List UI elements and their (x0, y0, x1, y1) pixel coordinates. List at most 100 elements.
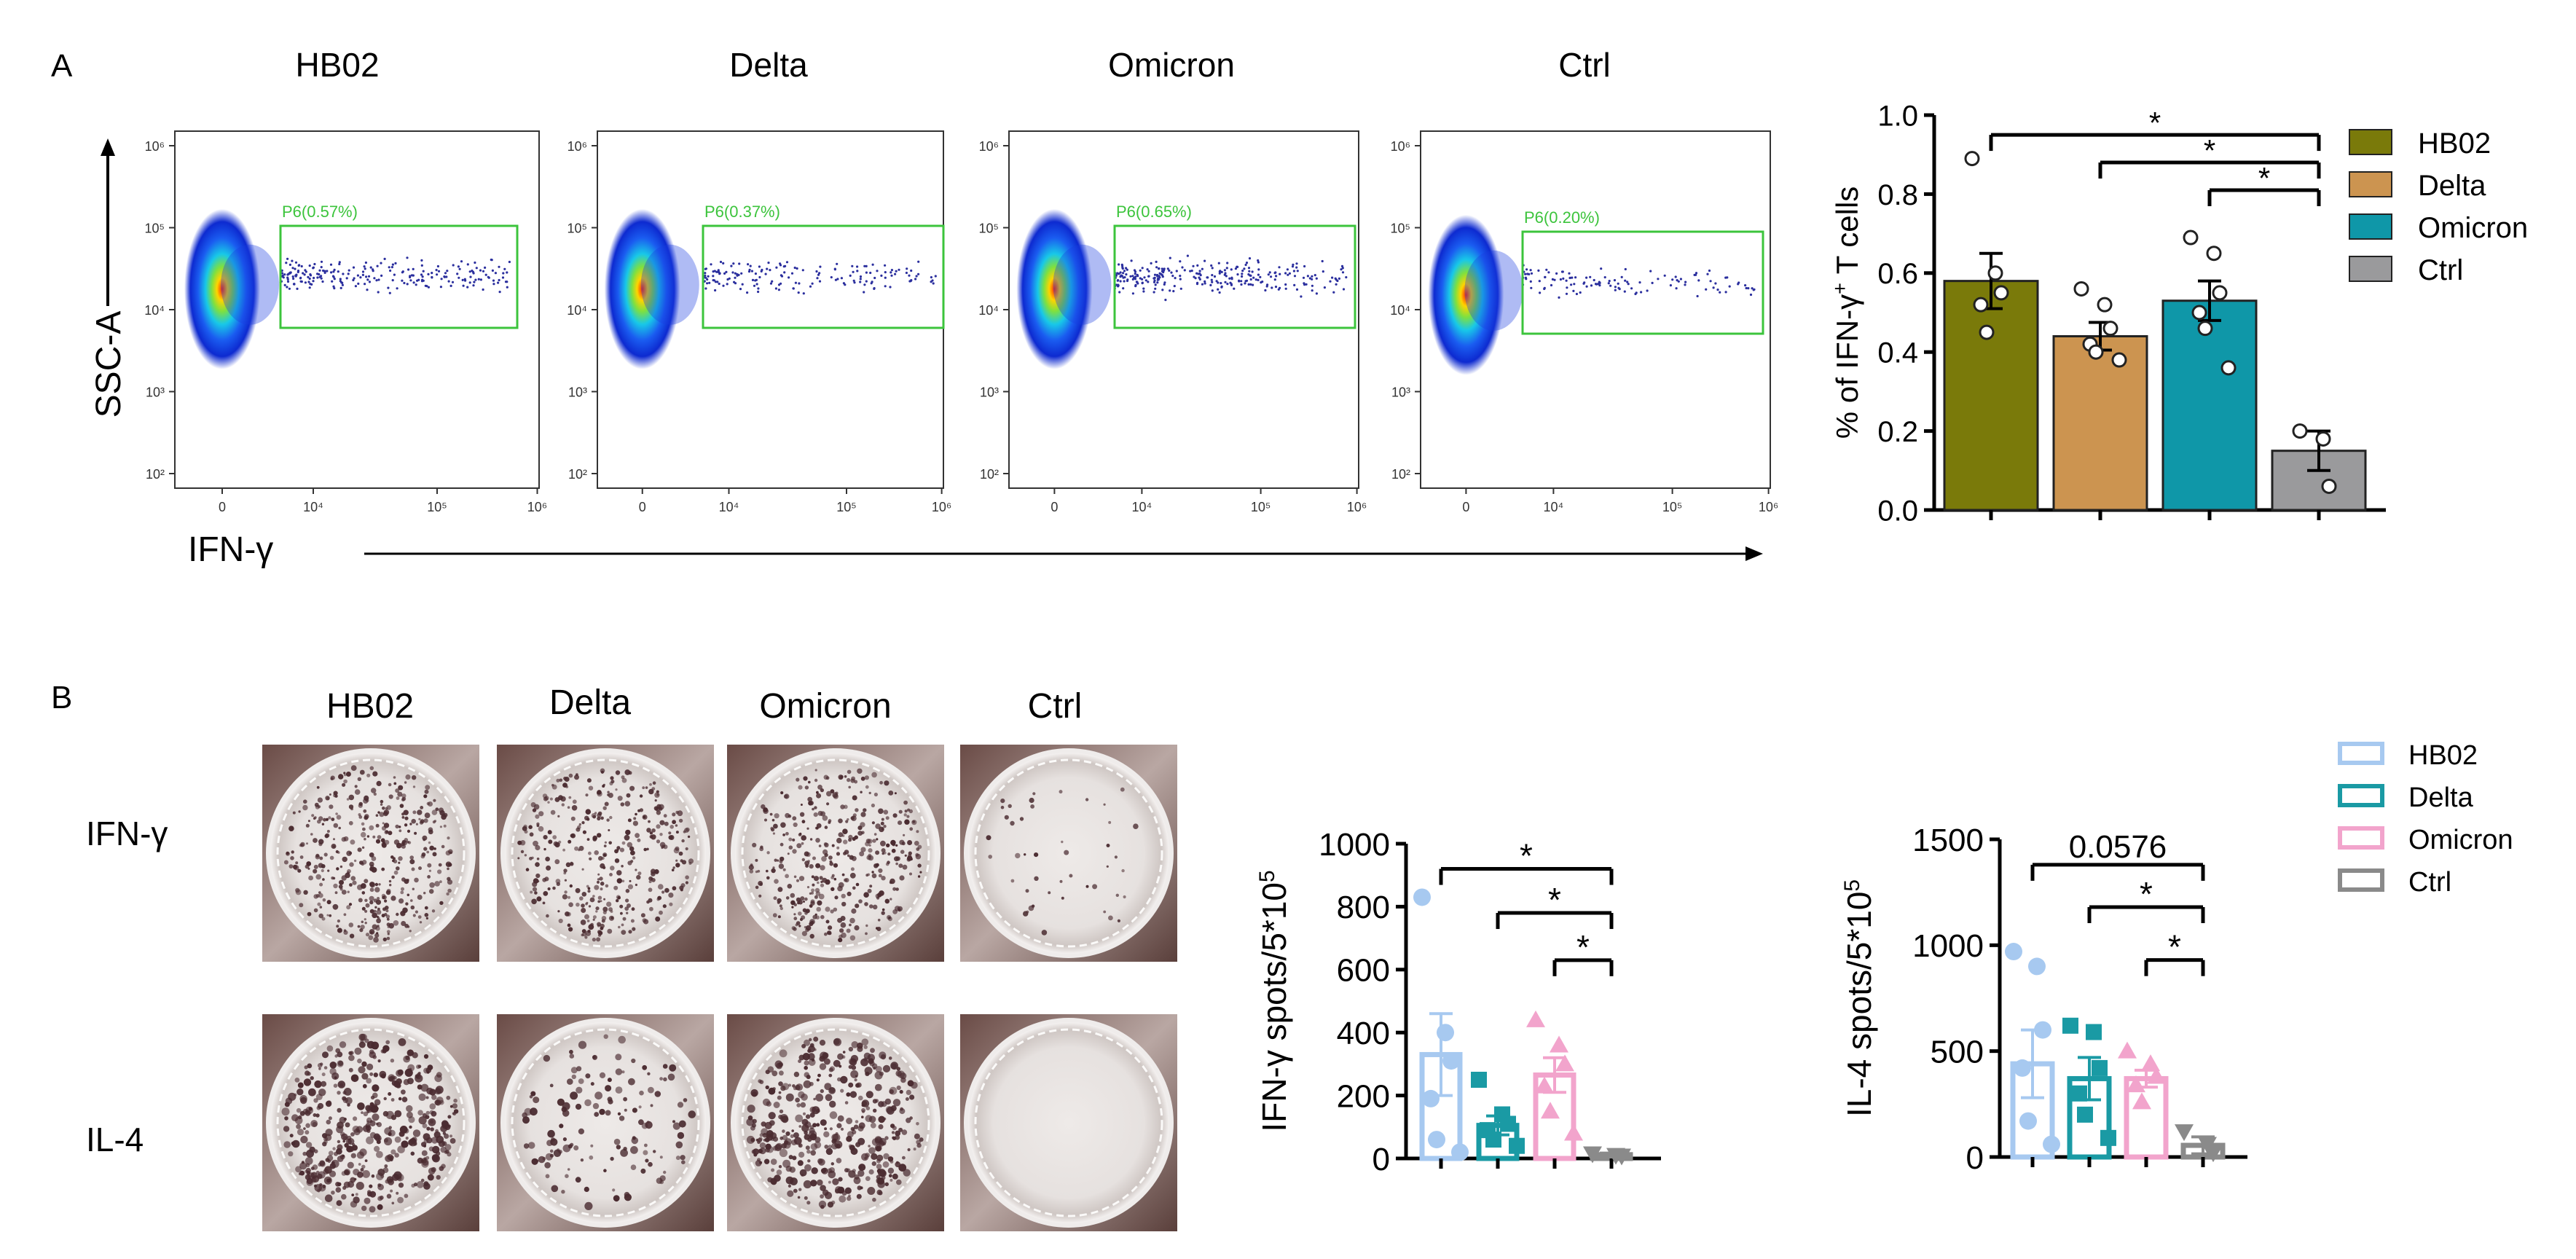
elispot-spot (1010, 879, 1015, 883)
elispot-spot (772, 832, 775, 835)
elispot-spot (314, 1184, 323, 1192)
chart-data-point (2292, 423, 2308, 439)
elispot-well (262, 745, 479, 962)
elispot-spot (817, 810, 823, 816)
elispot-spot (597, 878, 600, 881)
flow-event-dot (708, 281, 711, 284)
elispot-spot (350, 876, 356, 881)
flow-event-dot (361, 270, 365, 273)
elispot-well-edge (974, 1028, 1163, 1217)
flow-event-dot (1194, 277, 1197, 280)
flow-event-dot (1119, 271, 1122, 274)
elispot-spot (428, 869, 432, 872)
elispot-spot (849, 917, 855, 924)
flow-event-dot (726, 283, 729, 286)
elispot-spot (891, 1063, 898, 1070)
elispot-spot (619, 1115, 625, 1121)
flow-event-dot (704, 276, 707, 279)
flow-event-dot (1708, 269, 1711, 272)
elispot-spot (747, 1105, 755, 1113)
elispot-spot (766, 1101, 772, 1107)
chart-data-point (2220, 360, 2237, 376)
elispot-spot (437, 869, 442, 874)
elispot-spot (804, 1060, 809, 1066)
elispot-spot (428, 801, 433, 807)
elispot-spot (863, 1045, 868, 1049)
flow-event-dot (1126, 268, 1128, 271)
flow-event-dot (728, 277, 731, 280)
flow-event-dot (1728, 285, 1731, 288)
elispot-well-edge (974, 758, 1163, 948)
flow-event-dot (1737, 281, 1740, 284)
flow-event-dot (458, 276, 460, 279)
flow-event-dot (859, 275, 863, 278)
elispot-spot (420, 1178, 425, 1182)
elispot-spot (631, 1137, 639, 1145)
flow-event-dot (1751, 287, 1754, 290)
chart-legend-swatch (2349, 256, 2392, 282)
flow-event-dot (396, 287, 398, 290)
elispot-spot (780, 906, 784, 911)
elispot-spot (421, 1158, 427, 1164)
elispot-spot (902, 1156, 906, 1160)
elispot-spot (840, 804, 845, 809)
elispot-spot (648, 788, 654, 795)
elispot-spot (648, 880, 652, 884)
flow-event-dot (1292, 263, 1295, 266)
flow-event-dot (750, 270, 753, 272)
flow-event-dot (353, 277, 356, 280)
elispot-spot (360, 925, 365, 930)
elispot-spot (440, 1125, 447, 1133)
elispot-spot (825, 776, 830, 780)
flow-event-dot (468, 270, 471, 273)
flow-x-tick-label: 10⁵ (1662, 500, 1682, 514)
elispot-spot (902, 864, 908, 870)
chart-data-point (2028, 957, 2046, 976)
elispot-spot (798, 1125, 802, 1128)
flow-title-hb02: HB02 (295, 46, 379, 84)
elispot-spot (420, 819, 425, 824)
elispot-spot (796, 843, 802, 849)
elispot-spot (398, 829, 402, 833)
elispot-spot (364, 815, 369, 820)
elispot-spot (621, 841, 626, 845)
flow-event-dot (373, 277, 376, 280)
flow-event-dot (1341, 267, 1344, 270)
flow-x-tick-label: 10⁴ (1544, 500, 1564, 514)
elispot-spot (798, 785, 803, 790)
elispot-well (727, 745, 944, 962)
elispot-spot (311, 814, 315, 817)
elispot-spot (321, 864, 326, 868)
flow-event-dot (707, 275, 710, 278)
elispot-spot (799, 917, 804, 922)
elispot-spot (374, 1106, 379, 1111)
elispot-spot (315, 853, 320, 858)
flow-event-dot (1244, 263, 1247, 267)
chart-data-point (1428, 1131, 1445, 1149)
elispot-spot (390, 1115, 397, 1121)
elispot-spot (617, 895, 621, 900)
elispot-spot (358, 898, 363, 903)
elispot-spot (319, 882, 323, 887)
elispot-spot (407, 879, 409, 882)
elispot-spot (365, 1125, 372, 1131)
chart-data-point (2102, 321, 2118, 337)
elispot-spot (305, 1142, 313, 1148)
elispot-spot (797, 1160, 804, 1166)
flow-event-dot (490, 258, 492, 262)
elispot-spot (431, 909, 436, 913)
flow-event-dot (292, 283, 296, 286)
flow-event-dot (295, 274, 298, 277)
elispot-spot (610, 917, 613, 919)
elispot-spot (764, 818, 767, 822)
elispot-spot (865, 785, 869, 789)
flow-event-dot (758, 265, 761, 268)
elispot-spot (300, 1097, 307, 1105)
elispot-spot (828, 931, 832, 936)
flow-event-dot (1539, 291, 1542, 294)
elispot-spot (782, 1134, 788, 1141)
elispot-spot (624, 834, 630, 841)
elispot-spot (404, 823, 408, 827)
elispot-spot (447, 888, 452, 893)
elispot-spot (406, 1105, 413, 1113)
